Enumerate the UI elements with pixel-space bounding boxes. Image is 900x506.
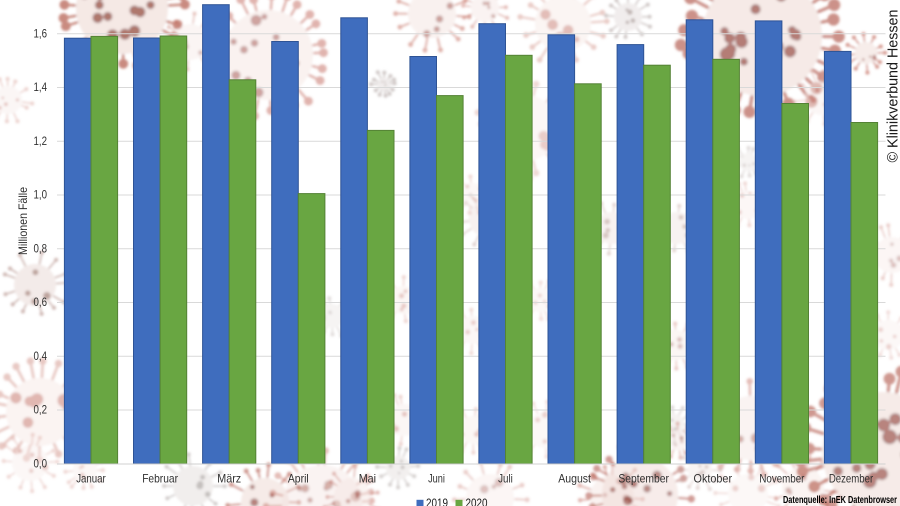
- svg-text:Dezember: Dezember: [829, 471, 873, 485]
- svg-text:2020: 2020: [466, 496, 488, 506]
- svg-text:0,2: 0,2: [34, 403, 48, 417]
- svg-text:Mai: Mai: [359, 471, 376, 485]
- svg-text:0,6: 0,6: [34, 295, 48, 309]
- svg-text:© Klinikverbund Hessen: © Klinikverbund Hessen: [885, 10, 900, 163]
- svg-text:1,0: 1,0: [34, 188, 48, 202]
- svg-text:0,0: 0,0: [34, 456, 48, 470]
- svg-text:Datenquelle: InEK Datenbrowser: Datenquelle: InEK Datenbrowser: [783, 495, 897, 506]
- svg-text:März: März: [217, 471, 241, 485]
- svg-text:0,8: 0,8: [34, 242, 48, 256]
- svg-text:Juli: Juli: [498, 471, 513, 485]
- svg-text:Oktober: Oktober: [694, 471, 733, 485]
- svg-text:Juni: Juni: [428, 471, 445, 485]
- svg-text:September: September: [618, 471, 669, 485]
- svg-text:2019: 2019: [426, 496, 448, 506]
- svg-text:April: April: [288, 471, 309, 485]
- svg-text:August: August: [558, 471, 591, 485]
- svg-text:1,6: 1,6: [34, 27, 48, 41]
- svg-text:Millionen Fälle: Millionen Fälle: [16, 187, 30, 255]
- svg-text:November: November: [759, 471, 804, 485]
- svg-text:1,2: 1,2: [34, 134, 48, 148]
- svg-text:0,4: 0,4: [34, 349, 48, 363]
- svg-text:Februar: Februar: [142, 471, 178, 485]
- svg-text:1,4: 1,4: [34, 80, 48, 94]
- svg-text:Januar: Januar: [76, 471, 106, 485]
